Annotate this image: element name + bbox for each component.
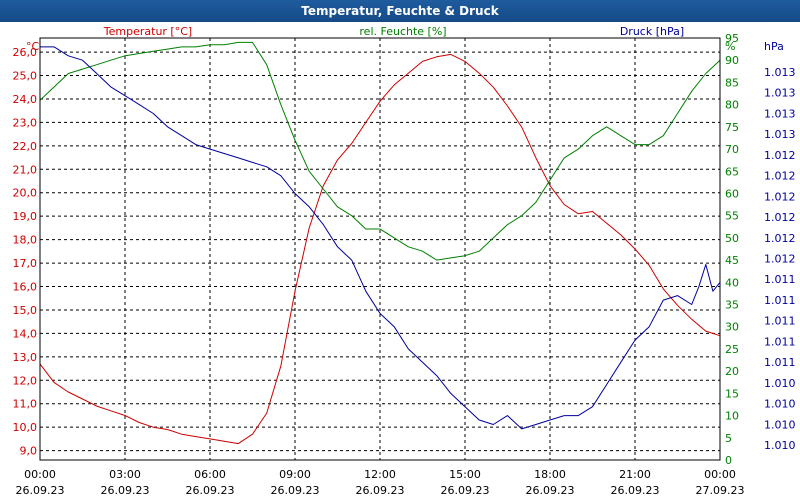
- right2-tick-label: 1.010: [764, 439, 796, 452]
- right2-tick-label: 1.012: [764, 190, 796, 203]
- right1-tick-label: 85: [725, 76, 739, 89]
- right1-tick-label: 45: [725, 254, 739, 267]
- x-tick-date: 26.09.23: [526, 484, 575, 497]
- temperature-line: [39, 53, 721, 445]
- right2-tick-label: 1.011: [764, 294, 796, 307]
- x-tick-time: 00:00: [704, 468, 736, 481]
- left-tick-label: 12,0: [13, 374, 38, 387]
- right2-tick-label: 1.012: [764, 211, 796, 224]
- x-tick-time: 18:00: [534, 468, 566, 481]
- pressure-series-label: Druck [hPa]: [620, 25, 684, 38]
- x-tick-date: 26.09.23: [271, 484, 320, 497]
- right1-tick-label: 20: [725, 365, 739, 378]
- right1-tick-label: 10: [725, 410, 739, 423]
- humidity-series-label: rel. Feuchte [%]: [359, 25, 446, 38]
- right2-tick-label: 1.012: [764, 253, 796, 266]
- left-tick-label: 22,0: [13, 140, 38, 153]
- temperature-series-label: Temperatur [°C]: [103, 25, 192, 38]
- series-layer: [39, 41, 721, 445]
- right2-tick-label: 1.013: [764, 87, 796, 100]
- x-tick-time: 09:00: [279, 468, 311, 481]
- x-tick-date: 26.09.23: [441, 484, 490, 497]
- right1-tick-label: 95: [725, 32, 739, 45]
- right2-tick-label: 1.010: [764, 418, 796, 431]
- right1-tick-label: 5: [725, 432, 732, 445]
- x-tick-time: 06:00: [194, 468, 226, 481]
- right1-tick-label: 75: [725, 121, 739, 134]
- right2-tick-label: 1.013: [764, 66, 796, 79]
- left-tick-label: 16,0: [13, 281, 38, 294]
- x-tick-time: 00:00: [24, 468, 56, 481]
- right2-tick-label: 1.012: [764, 149, 796, 162]
- left-tick-label: 15,0: [13, 304, 38, 317]
- plot-frame: [39, 37, 721, 461]
- right1-axis-unit: %: [725, 40, 735, 53]
- right1-tick-label: 25: [725, 343, 739, 356]
- left-tick-label: 26,0: [13, 46, 38, 59]
- left-tick-label: 23,0: [13, 116, 38, 129]
- x-tick-date: 27.09.23: [696, 484, 745, 497]
- right1-tick-label: 35: [725, 299, 739, 312]
- right2-tick-label: 1.013: [764, 107, 796, 120]
- right1-tick-label: 40: [725, 276, 739, 289]
- humidity-line: [39, 41, 721, 261]
- right1-tick-label: 90: [725, 54, 739, 67]
- right1-tick-label: 0: [725, 454, 732, 467]
- right2-axis-unit: hPa: [764, 40, 784, 53]
- left-tick-label: 17,0: [13, 257, 38, 270]
- x-tick-date: 26.09.23: [186, 484, 235, 497]
- x-tick-time: 21:00: [619, 468, 651, 481]
- right2-tick-label: 1.011: [764, 315, 796, 328]
- left-tick-label: 9,0: [20, 445, 38, 458]
- x-tick-date: 26.09.23: [101, 484, 150, 497]
- x-tick-date: 26.09.23: [611, 484, 660, 497]
- right1-tick-label: 65: [725, 165, 739, 178]
- chart-title: Temperatur, Feuchte & Druck: [0, 0, 800, 22]
- left-tick-label: 18,0: [13, 234, 38, 247]
- x-tick-time: 12:00: [364, 468, 396, 481]
- right2-tick-label: 1.011: [764, 335, 796, 348]
- left-tick-label: 10,0: [13, 421, 38, 434]
- right2-tick-label: 1.011: [764, 356, 796, 369]
- right1-tick-label: 15: [725, 387, 739, 400]
- left-tick-label: 11,0: [13, 398, 38, 411]
- right1-tick-label: 60: [725, 187, 739, 200]
- right2-tick-label: 1.010: [764, 377, 796, 390]
- left-tick-label: 21,0: [13, 163, 38, 176]
- left-tick-label: 24,0: [13, 93, 38, 106]
- right1-tick-label: 55: [725, 210, 739, 223]
- right2-tick-label: 1.012: [764, 232, 796, 245]
- right1-tick-label: 70: [725, 143, 739, 156]
- chart-canvas: 26,0 25,0 24,0 23,0 22,0 21,0 20,0 19,0 18,0 17,0…: [13, 25, 796, 497]
- x-tick-date: 26.09.23: [356, 484, 405, 497]
- tick-labels: 26,0 25,0 24,0 23,0 22,0 21,0 20,0 19,0 18,0 17,0…: [13, 32, 796, 497]
- left-tick-label: 13,0: [13, 351, 38, 364]
- left-tick-label: 20,0: [13, 187, 38, 200]
- right2-tick-label: 1.011: [764, 273, 796, 286]
- left-axis-unit: °C: [26, 40, 40, 53]
- right2-tick-label: 1.012: [764, 170, 796, 183]
- x-tick-time: 03:00: [109, 468, 141, 481]
- right2-tick-label: 1.010: [764, 398, 796, 411]
- left-tick-label: 14,0: [13, 327, 38, 340]
- right1-tick-label: 80: [725, 99, 739, 112]
- right1-tick-label: 30: [725, 321, 739, 334]
- x-tick-time: 15:00: [449, 468, 481, 481]
- right1-tick-label: 50: [725, 232, 739, 245]
- pressure-line: [40, 46, 721, 430]
- x-tick-date: 26.09.23: [16, 484, 65, 497]
- right2-tick-label: 1.013: [764, 128, 796, 141]
- left-tick-label: 25,0: [13, 70, 38, 83]
- left-tick-label: 19,0: [13, 210, 38, 223]
